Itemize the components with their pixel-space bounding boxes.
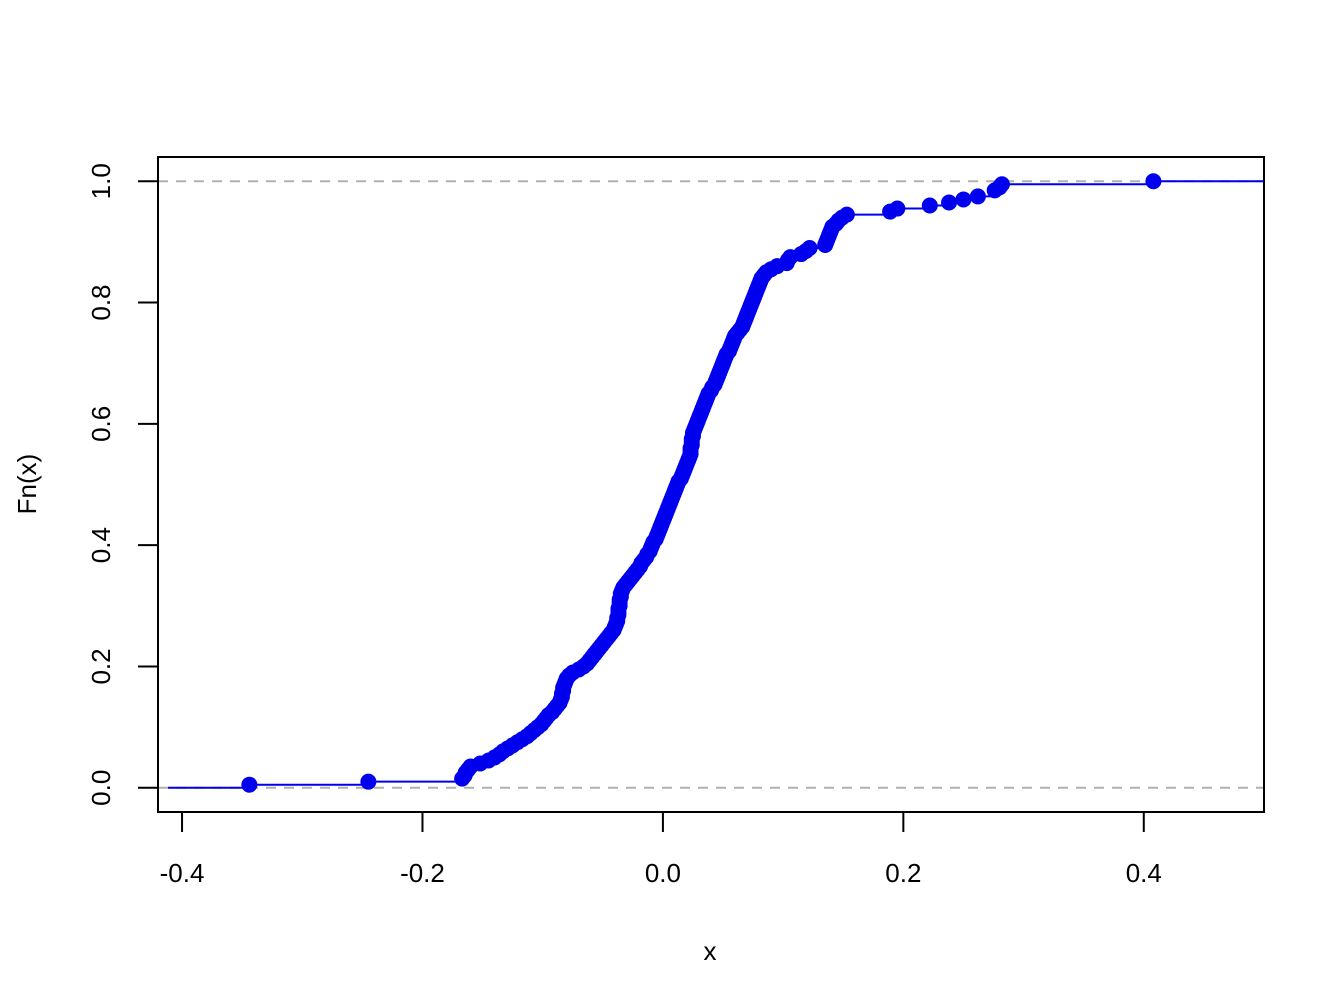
data-point [921,197,938,214]
y-tick-label: 0.6 [86,406,116,442]
x-tick-label: -0.4 [160,858,205,888]
ecdf-series [168,173,1264,793]
y-tick-label: 0.8 [86,284,116,320]
x-tick-label: 0.2 [885,858,921,888]
plot-frame [157,156,1265,813]
x-tick-label: -0.2 [400,858,445,888]
x-tick-label: 0.4 [1126,858,1162,888]
y-tick-label: 0.0 [86,770,116,806]
data-point [941,194,958,211]
x-tick-label: 0.0 [645,858,681,888]
data-point [889,200,906,217]
y-tick-label: 0.4 [86,527,116,563]
data-point [993,176,1010,193]
data-point [969,188,986,205]
reference-lines [158,180,1264,789]
y-axis: 0.0 0.2 0.4 0.6 0.8 1.0 [86,163,159,806]
data-point [360,773,377,790]
y-tick-label: 0.2 [86,648,116,684]
x-axis: -0.4 -0.2 0.0 0.2 0.4 [160,811,1162,888]
data-point [838,206,855,223]
x-axis-title: x [704,936,717,966]
data-point [1145,173,1162,190]
data-point [801,239,818,256]
data-point [241,776,258,793]
data-point [955,191,972,208]
y-tick-label: 1.0 [86,163,116,199]
y-axis-title: Fn(x) [12,454,42,515]
